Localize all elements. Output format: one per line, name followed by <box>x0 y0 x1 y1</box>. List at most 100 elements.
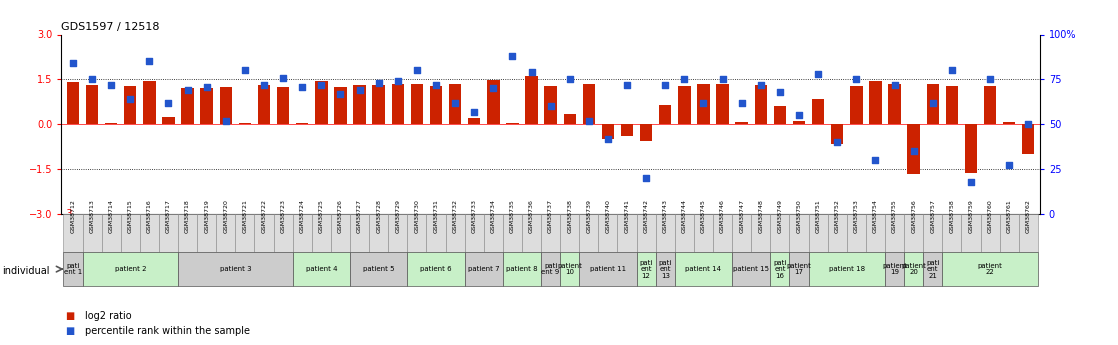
Bar <box>850 86 862 124</box>
Text: GSM38758: GSM38758 <box>949 199 955 233</box>
Text: GSM38738: GSM38738 <box>567 199 572 233</box>
FancyBboxPatch shape <box>350 252 407 286</box>
Point <box>255 82 273 88</box>
Point <box>198 84 216 89</box>
FancyBboxPatch shape <box>923 252 942 286</box>
Point <box>427 82 445 88</box>
Bar <box>965 124 977 172</box>
Text: GSM38721: GSM38721 <box>243 199 247 233</box>
Text: patient 18: patient 18 <box>828 266 865 272</box>
FancyBboxPatch shape <box>350 214 369 252</box>
Point <box>102 82 120 88</box>
Text: GSM38731: GSM38731 <box>434 199 438 233</box>
Text: pati
ent
13: pati ent 13 <box>659 259 672 279</box>
Text: GSM38746: GSM38746 <box>720 199 726 233</box>
Text: GSM38762: GSM38762 <box>1026 199 1031 233</box>
Text: GSM38730: GSM38730 <box>415 199 419 233</box>
Text: GSM38727: GSM38727 <box>357 199 362 233</box>
Bar <box>812 99 824 124</box>
FancyBboxPatch shape <box>980 214 999 252</box>
FancyBboxPatch shape <box>713 214 732 252</box>
Bar <box>200 88 212 124</box>
FancyBboxPatch shape <box>274 214 293 252</box>
Text: GSM38715: GSM38715 <box>127 199 133 233</box>
FancyBboxPatch shape <box>197 214 216 252</box>
Bar <box>296 123 309 124</box>
Text: GSM38739: GSM38739 <box>586 199 591 233</box>
Bar <box>908 124 920 174</box>
Bar <box>143 81 155 124</box>
FancyBboxPatch shape <box>770 252 789 286</box>
Bar <box>793 121 805 124</box>
FancyBboxPatch shape <box>617 214 636 252</box>
Bar <box>506 123 519 124</box>
FancyBboxPatch shape <box>675 214 694 252</box>
Bar <box>124 86 136 124</box>
Point <box>503 53 521 59</box>
Bar <box>620 124 633 136</box>
Text: patient 3: patient 3 <box>219 266 252 272</box>
FancyBboxPatch shape <box>885 214 904 252</box>
Text: GSM38736: GSM38736 <box>529 199 534 233</box>
Text: GSM38713: GSM38713 <box>89 199 95 233</box>
FancyBboxPatch shape <box>885 252 904 286</box>
Text: patient 14: patient 14 <box>685 266 721 272</box>
Text: pati
ent 1: pati ent 1 <box>64 263 82 275</box>
Bar <box>698 84 710 124</box>
FancyBboxPatch shape <box>178 214 197 252</box>
Text: GSM38742: GSM38742 <box>644 199 648 233</box>
Text: -3: -3 <box>63 209 73 219</box>
Bar <box>468 118 481 124</box>
Text: patient
19: patient 19 <box>882 263 907 275</box>
FancyBboxPatch shape <box>636 214 655 252</box>
FancyBboxPatch shape <box>446 214 465 252</box>
Point <box>522 69 540 75</box>
FancyBboxPatch shape <box>541 252 560 286</box>
Bar <box>563 114 576 124</box>
Bar <box>736 122 748 124</box>
Point <box>580 118 598 124</box>
FancyBboxPatch shape <box>846 214 865 252</box>
FancyBboxPatch shape <box>655 252 675 286</box>
Text: GSM38753: GSM38753 <box>854 199 859 233</box>
Text: ■: ■ <box>65 311 74 321</box>
Text: log2 ratio: log2 ratio <box>85 311 132 321</box>
FancyBboxPatch shape <box>694 214 713 252</box>
FancyBboxPatch shape <box>407 214 426 252</box>
Text: GSM38759: GSM38759 <box>968 199 974 233</box>
Point <box>904 148 922 154</box>
Point <box>982 77 999 82</box>
Point <box>828 139 846 145</box>
Point <box>732 100 750 106</box>
Point <box>1020 121 1038 127</box>
FancyBboxPatch shape <box>407 252 465 286</box>
Text: GSM38734: GSM38734 <box>491 199 495 233</box>
Bar <box>582 84 595 124</box>
Text: GSM38719: GSM38719 <box>205 199 209 233</box>
Text: GSM38757: GSM38757 <box>930 199 936 233</box>
FancyBboxPatch shape <box>865 214 885 252</box>
Text: GSM38724: GSM38724 <box>300 199 305 233</box>
Text: GSM38752: GSM38752 <box>835 199 840 233</box>
FancyBboxPatch shape <box>102 214 121 252</box>
Bar <box>544 86 557 124</box>
FancyBboxPatch shape <box>942 252 1038 286</box>
Point <box>885 82 903 88</box>
Bar <box>391 84 404 124</box>
Text: GSM38720: GSM38720 <box>224 199 228 233</box>
Point <box>446 100 464 106</box>
FancyBboxPatch shape <box>751 214 770 252</box>
Text: GSM38726: GSM38726 <box>338 199 343 233</box>
Text: GSM38737: GSM38737 <box>548 199 553 233</box>
Point <box>942 68 960 73</box>
Text: pati
ent
21: pati ent 21 <box>926 259 939 279</box>
Text: patient
10: patient 10 <box>557 263 582 275</box>
Text: GSM38744: GSM38744 <box>682 199 686 233</box>
FancyBboxPatch shape <box>560 252 579 286</box>
Text: GSM38717: GSM38717 <box>165 199 171 233</box>
Point <box>64 60 82 66</box>
FancyBboxPatch shape <box>312 214 331 252</box>
Text: GSM38740: GSM38740 <box>606 199 610 233</box>
Bar <box>86 85 98 124</box>
Text: pati
ent
12: pati ent 12 <box>639 259 653 279</box>
